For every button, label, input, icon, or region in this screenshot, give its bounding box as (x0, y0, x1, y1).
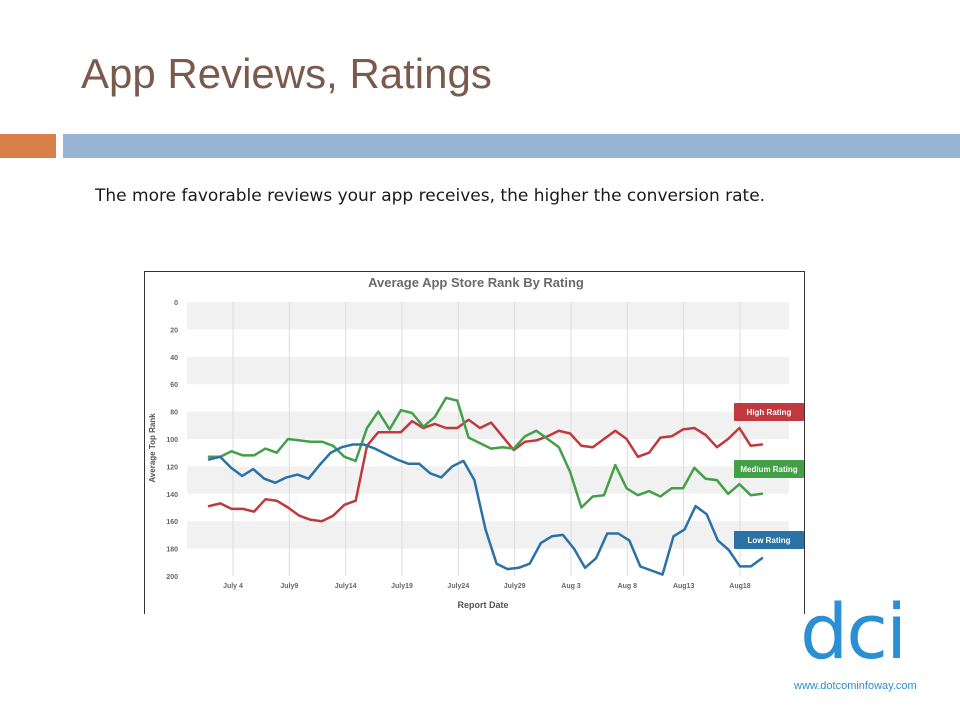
x-tick-label: July19 (391, 583, 413, 590)
x-tick-label: Aug 3 (561, 583, 581, 590)
x-tick-label: July24 (447, 583, 469, 590)
x-tick-label: July 4 (223, 583, 243, 590)
y-tick-label: 40 (170, 355, 178, 362)
x-tick-label: July29 (504, 583, 526, 590)
y-tick-label: 120 (166, 464, 178, 471)
series-line-high-rating (207, 418, 764, 523)
y-tick-label: 80 (170, 410, 178, 417)
y-tick-label: 0 (174, 300, 178, 307)
x-tick-label: July14 (335, 583, 357, 590)
rank-chart: Average App Store Rank By Rating 0 20 40 60 8… (148, 275, 804, 610)
dci-logo: dci (800, 594, 930, 692)
x-axis-label: Report Date (457, 600, 508, 610)
logo-url: www.dotcominfoway.com (794, 680, 917, 692)
x-tick-label: July9 (280, 583, 298, 590)
series-line-medium-rating (207, 396, 764, 509)
y-tick-label: 60 (170, 382, 178, 389)
chart-title: Average App Store Rank By Rating (368, 275, 584, 290)
slide-subtitle: The more favorable reviews your app rece… (95, 186, 766, 206)
x-tick-label: Aug18 (729, 583, 751, 590)
slide-title: App Reviews, Ratings (81, 50, 492, 97)
y-tick-label: 20 (170, 327, 178, 334)
y-tick-label: 180 (166, 547, 178, 554)
legend-label: Medium Rating (740, 465, 797, 474)
legend-tag-medium-rating (734, 460, 804, 478)
legend-label: High Rating (747, 408, 792, 417)
accent-bar-orange (0, 134, 56, 158)
chart-frame: Average App Store Rank By Rating 0 20 40 60 8… (144, 271, 805, 614)
y-tick-label: 100 (166, 437, 178, 444)
grid-band (187, 356, 789, 385)
accent-bar-blue (63, 134, 960, 158)
y-axis-label: Average Top Rank (148, 413, 157, 483)
x-tick-label: Aug 8 (618, 583, 638, 590)
legend-tag-high-rating (734, 403, 804, 421)
y-tick-label: 200 (166, 574, 178, 581)
y-tick-label: 140 (166, 492, 178, 499)
grid-band (187, 302, 789, 330)
legend-label: Low Rating (747, 536, 790, 545)
legend-tag-low-rating (734, 531, 804, 549)
series-line-low-rating (207, 443, 764, 576)
y-tick-label: 160 (166, 519, 178, 526)
logo-text: dci (800, 587, 907, 676)
x-tick-label: Aug13 (673, 583, 695, 590)
